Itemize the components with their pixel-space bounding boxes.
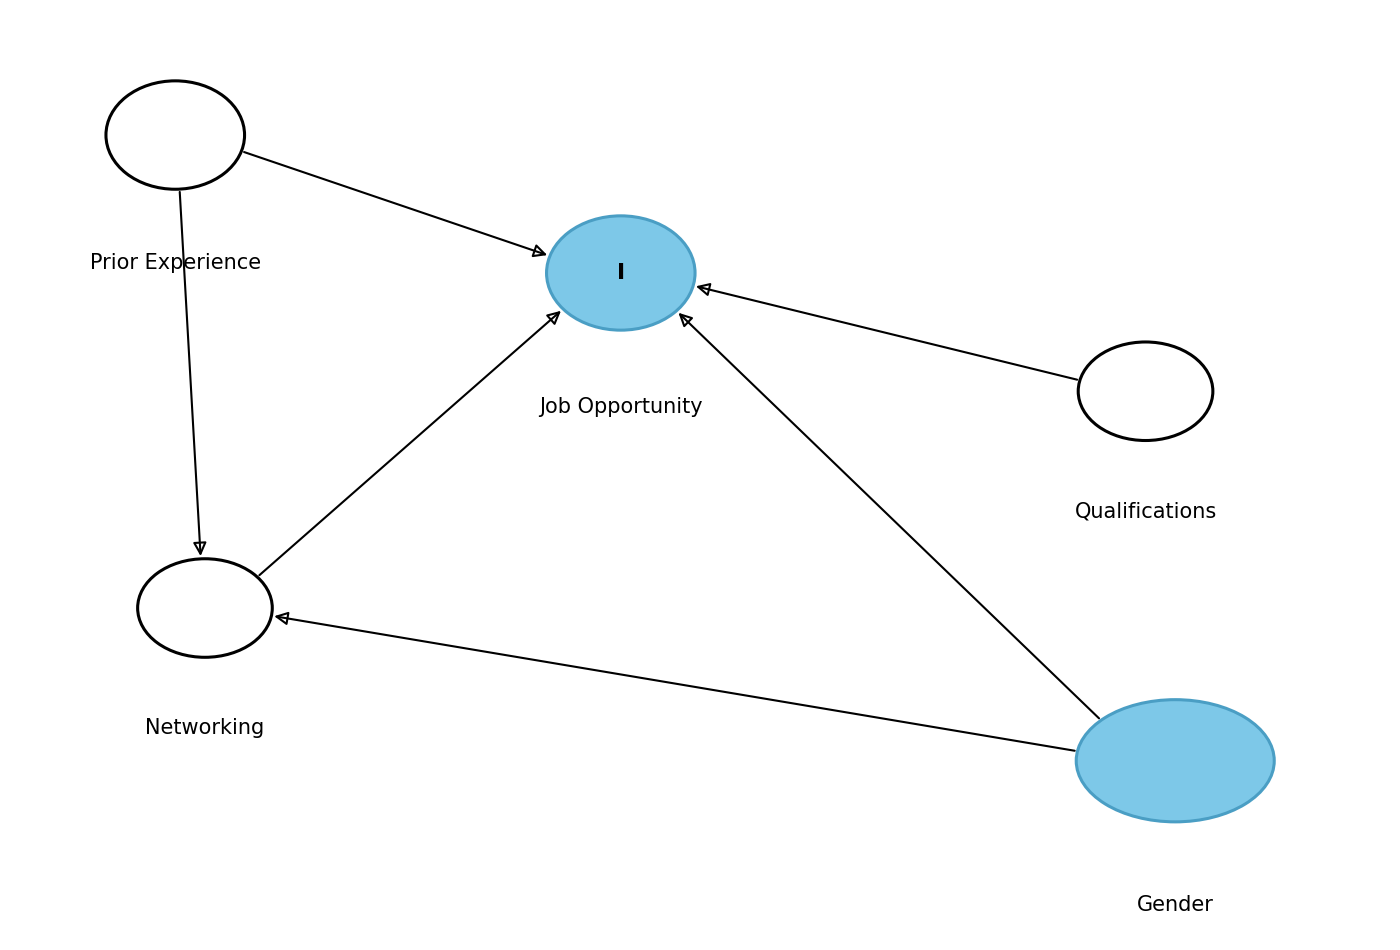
Text: Networking: Networking (146, 718, 265, 738)
Ellipse shape (106, 81, 245, 189)
Text: I: I (617, 263, 624, 283)
Ellipse shape (137, 559, 272, 657)
Ellipse shape (1078, 342, 1212, 441)
Ellipse shape (546, 216, 694, 331)
Text: Job Opportunity: Job Opportunity (539, 397, 703, 417)
Ellipse shape (1077, 699, 1274, 822)
Text: Qualifications: Qualifications (1074, 502, 1217, 522)
Text: Prior Experience: Prior Experience (90, 254, 260, 274)
Text: Gender: Gender (1137, 895, 1214, 915)
